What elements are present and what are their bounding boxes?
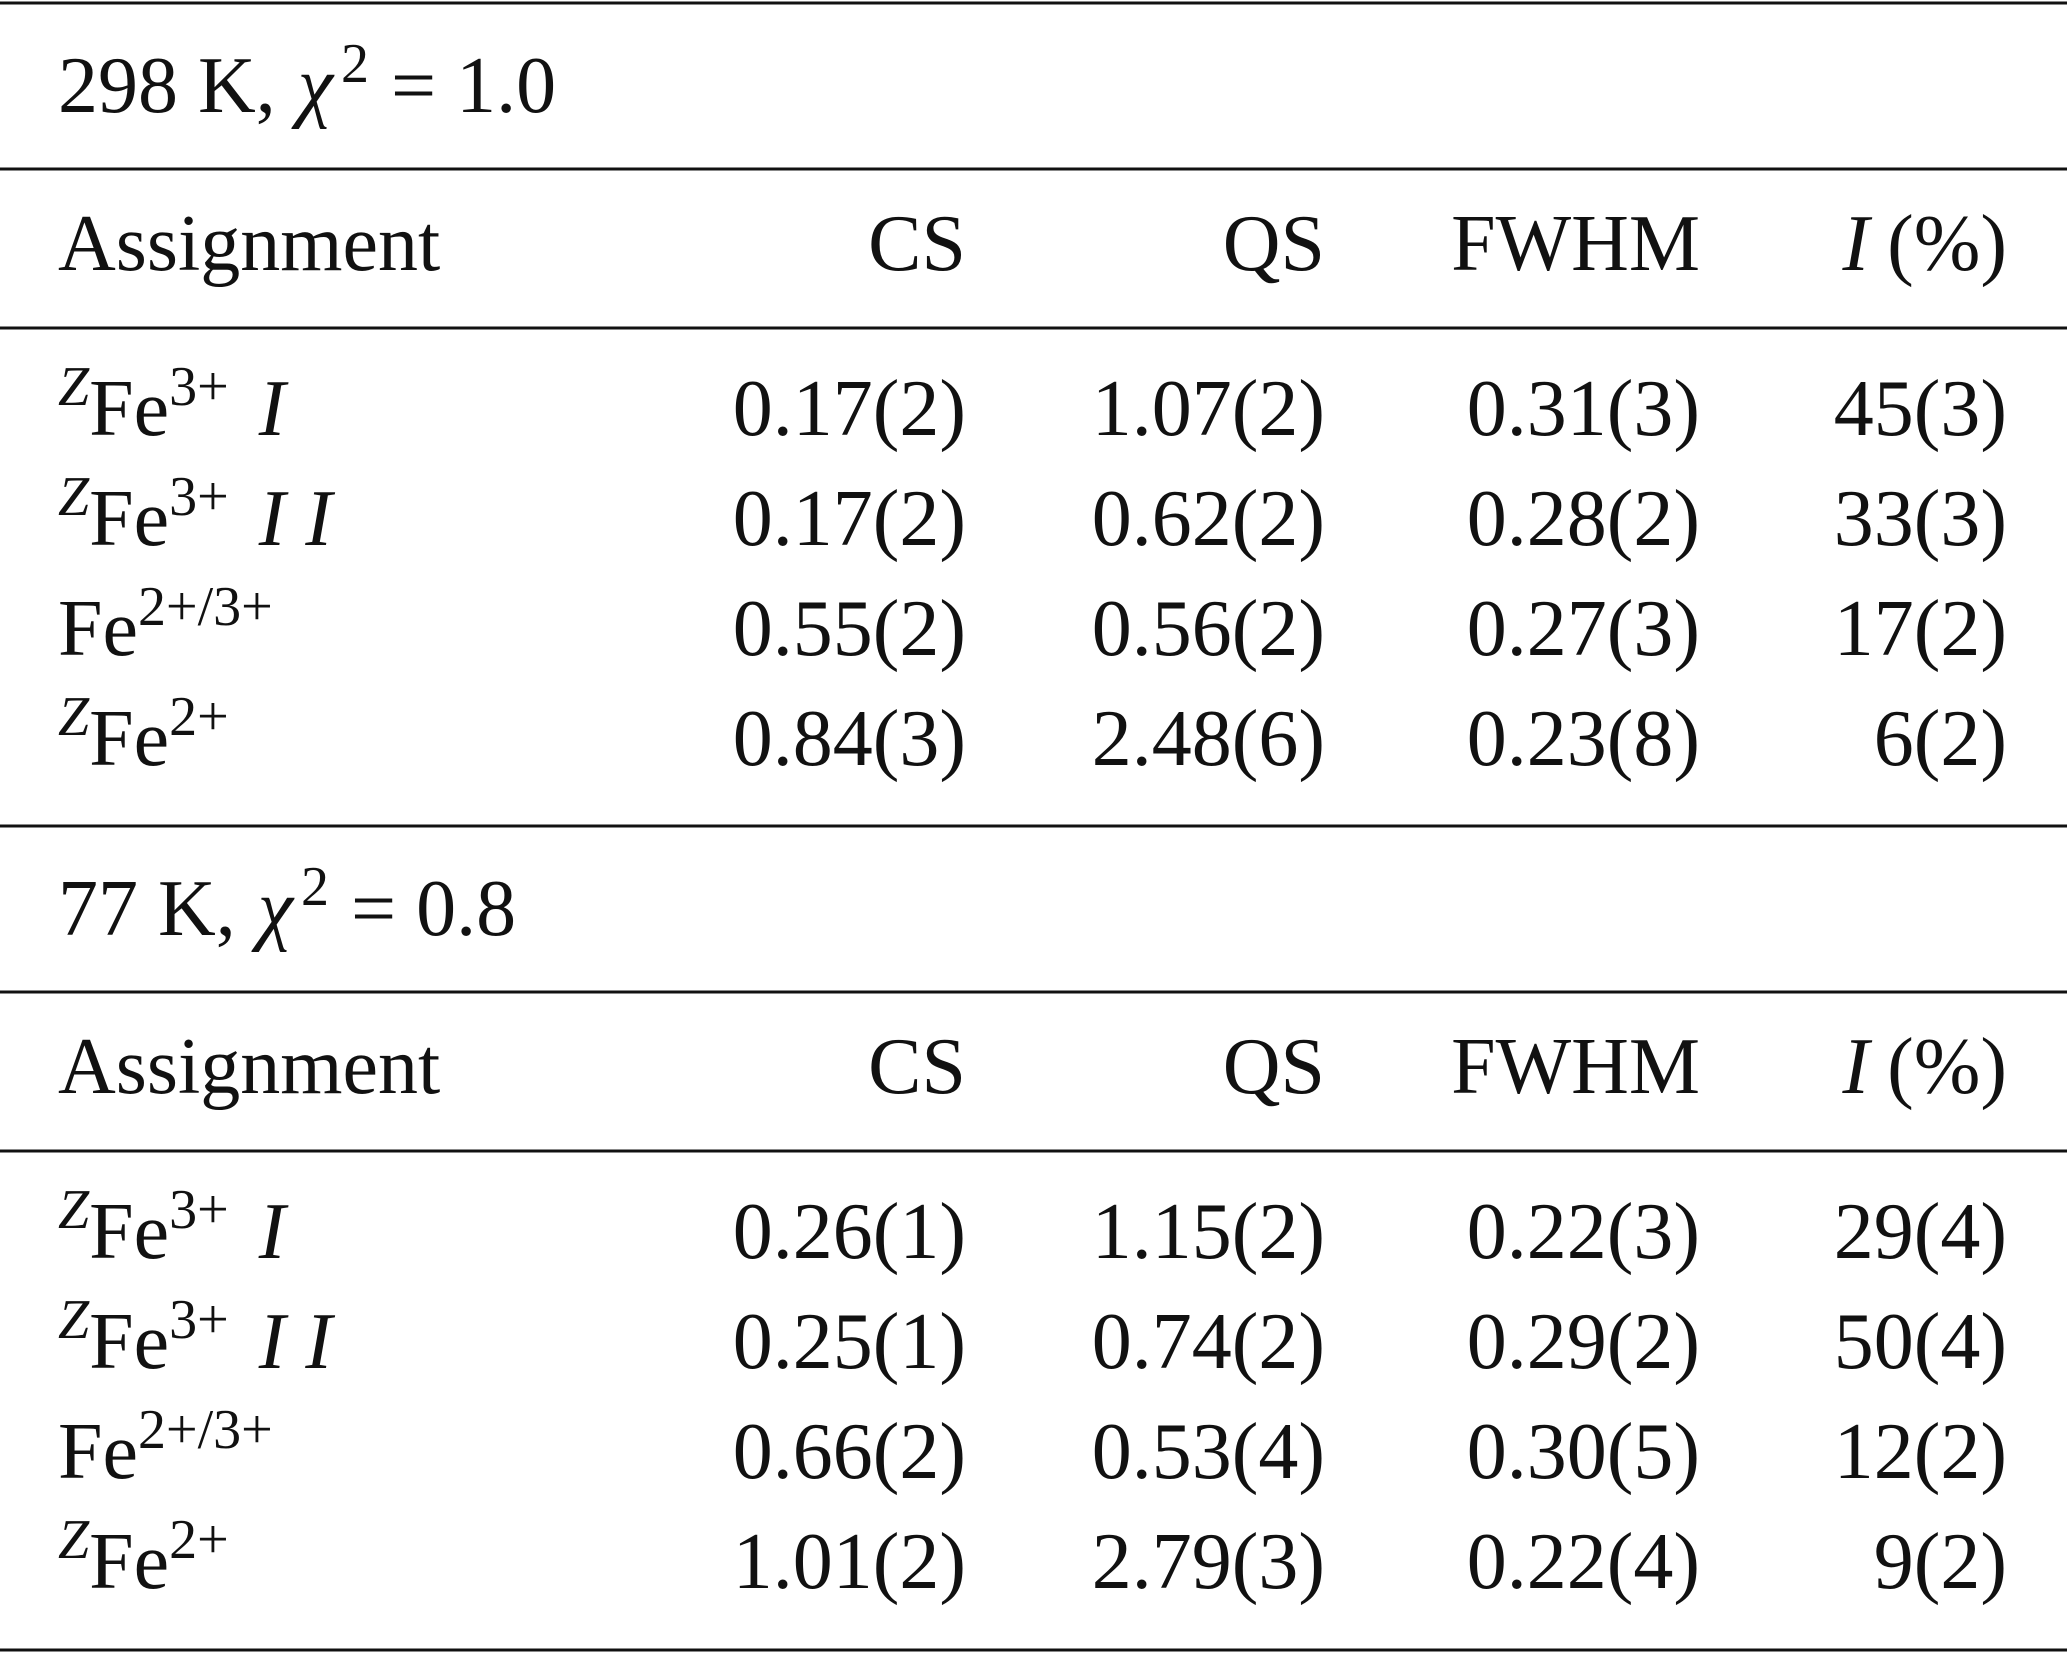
intensity-symbol: I bbox=[1841, 200, 1872, 288]
assignment-site: I bbox=[258, 1188, 289, 1276]
cell-value: 0.17(2) bbox=[733, 365, 966, 453]
cell-value: 0.74(2) bbox=[1092, 1298, 1325, 1386]
cell-value: 45(3) bbox=[1834, 365, 2007, 453]
header-intensity: I (%) bbox=[1841, 200, 2007, 288]
chi-symbol: χ bbox=[251, 865, 295, 953]
cell-value: 33(3) bbox=[1834, 475, 2007, 563]
assignment: ZFe3+ I bbox=[58, 356, 289, 453]
header-intensity: I (%) bbox=[1841, 1023, 2007, 1111]
section-title: 77 K, χ 2 = 0.8 bbox=[58, 856, 516, 953]
cell-value: 0.26(1) bbox=[733, 1188, 966, 1276]
assignment-base: Fe bbox=[58, 585, 138, 673]
assignment: ZFe3+ I bbox=[58, 1179, 289, 1276]
assignment-base: Fe bbox=[89, 695, 169, 783]
assignment-base: Fe bbox=[89, 475, 169, 563]
assignment-prefix: Z bbox=[58, 466, 90, 528]
header-column: CS bbox=[868, 1023, 966, 1111]
cell-value: 50(4) bbox=[1834, 1298, 2007, 1386]
intensity-unit: (%) bbox=[1887, 200, 2007, 288]
cell-value: 17(2) bbox=[1834, 585, 2007, 673]
cell-value: 1.01(2) bbox=[733, 1518, 966, 1606]
assignment-charge: 3+ bbox=[169, 1289, 229, 1351]
intensity-symbol: I bbox=[1841, 1023, 1872, 1111]
assignment-site: I bbox=[258, 365, 289, 453]
cell-value: 0.62(2) bbox=[1092, 475, 1325, 563]
assignment-charge: 3+ bbox=[169, 1179, 229, 1241]
cell-value: 0.53(4) bbox=[1092, 1408, 1325, 1496]
cell-value: 0.22(4) bbox=[1467, 1518, 1700, 1606]
chi-exponent: 2 bbox=[301, 856, 329, 918]
section-title: 298 K, χ 2 = 1.0 bbox=[58, 33, 556, 130]
header-column: QS bbox=[1223, 1023, 1325, 1111]
assignment-charge: 2+/3+ bbox=[138, 1399, 273, 1461]
cell-value: 29(4) bbox=[1834, 1188, 2007, 1276]
assignment-base: Fe bbox=[58, 1408, 138, 1496]
cell-value: 0.28(2) bbox=[1467, 475, 1700, 563]
assignment-prefix: Z bbox=[58, 1509, 90, 1571]
assignment-base: Fe bbox=[89, 1518, 169, 1606]
assignment-prefix: Z bbox=[58, 1289, 90, 1351]
assignment-prefix: Z bbox=[58, 1179, 90, 1241]
assignment-charge: 3+ bbox=[169, 356, 229, 418]
header-assignment: Assignment bbox=[58, 1023, 440, 1111]
header-column: CS bbox=[868, 200, 966, 288]
assignment-prefix: Z bbox=[58, 356, 90, 418]
header-column: FWHM bbox=[1451, 200, 1700, 288]
assignment: ZFe3+ I I bbox=[58, 466, 335, 563]
assignment-base: Fe bbox=[89, 1188, 169, 1276]
chi-exponent: 2 bbox=[341, 33, 369, 95]
cell-value: 0.56(2) bbox=[1092, 585, 1325, 673]
assignment-charge: 2+ bbox=[169, 686, 229, 748]
assignment-base: Fe bbox=[89, 365, 169, 453]
cell-value: 0.31(3) bbox=[1467, 365, 1700, 453]
cell-value: 0.17(2) bbox=[733, 475, 966, 563]
cell-value: 0.25(1) bbox=[733, 1298, 966, 1386]
header-assignment: Assignment bbox=[58, 200, 440, 288]
cell-value: 0.66(2) bbox=[733, 1408, 966, 1496]
cell-value: 12(2) bbox=[1834, 1408, 2007, 1496]
intensity-unit: (%) bbox=[1887, 1023, 2007, 1111]
header-column: FWHM bbox=[1451, 1023, 1700, 1111]
chi-symbol: χ bbox=[291, 42, 335, 130]
cell-value: 0.23(8) bbox=[1467, 695, 1700, 783]
temperature: 77 K, bbox=[58, 865, 236, 953]
assignment: Fe2+/3+ bbox=[58, 1399, 273, 1496]
chi-value: = 0.8 bbox=[351, 865, 516, 953]
cell-value: 0.84(3) bbox=[733, 695, 966, 783]
cell-value: 2.79(3) bbox=[1092, 1518, 1325, 1606]
temperature: 298 K, bbox=[58, 42, 276, 130]
assignment-prefix: Z bbox=[58, 686, 90, 748]
assignment: Fe2+/3+ bbox=[58, 576, 273, 673]
cell-value: 0.22(3) bbox=[1467, 1188, 1700, 1276]
assignment: ZFe2+ bbox=[58, 1509, 229, 1606]
header-column: QS bbox=[1223, 200, 1325, 288]
cell-value: 0.27(3) bbox=[1467, 585, 1700, 673]
assignment-base: Fe bbox=[89, 1298, 169, 1386]
cell-value: 1.07(2) bbox=[1092, 365, 1325, 453]
cell-value: 0.30(5) bbox=[1467, 1408, 1700, 1496]
cell-value: 9(2) bbox=[1874, 1518, 2007, 1606]
cell-value: 2.48(6) bbox=[1092, 695, 1325, 783]
cell-value: 1.15(2) bbox=[1092, 1188, 1325, 1276]
cell-value: 0.55(2) bbox=[733, 585, 966, 673]
assignment: ZFe2+ bbox=[58, 686, 229, 783]
assignment: ZFe3+ I I bbox=[58, 1289, 335, 1386]
assignment-charge: 3+ bbox=[169, 466, 229, 528]
cell-value: 0.29(2) bbox=[1467, 1298, 1700, 1386]
cell-value: 6(2) bbox=[1874, 695, 2007, 783]
assignment-site: I I bbox=[258, 475, 336, 563]
assignment-charge: 2+/3+ bbox=[138, 576, 273, 638]
chi-value: = 1.0 bbox=[391, 42, 556, 130]
assignment-site: I I bbox=[258, 1298, 336, 1386]
assignment-charge: 2+ bbox=[169, 1509, 229, 1571]
